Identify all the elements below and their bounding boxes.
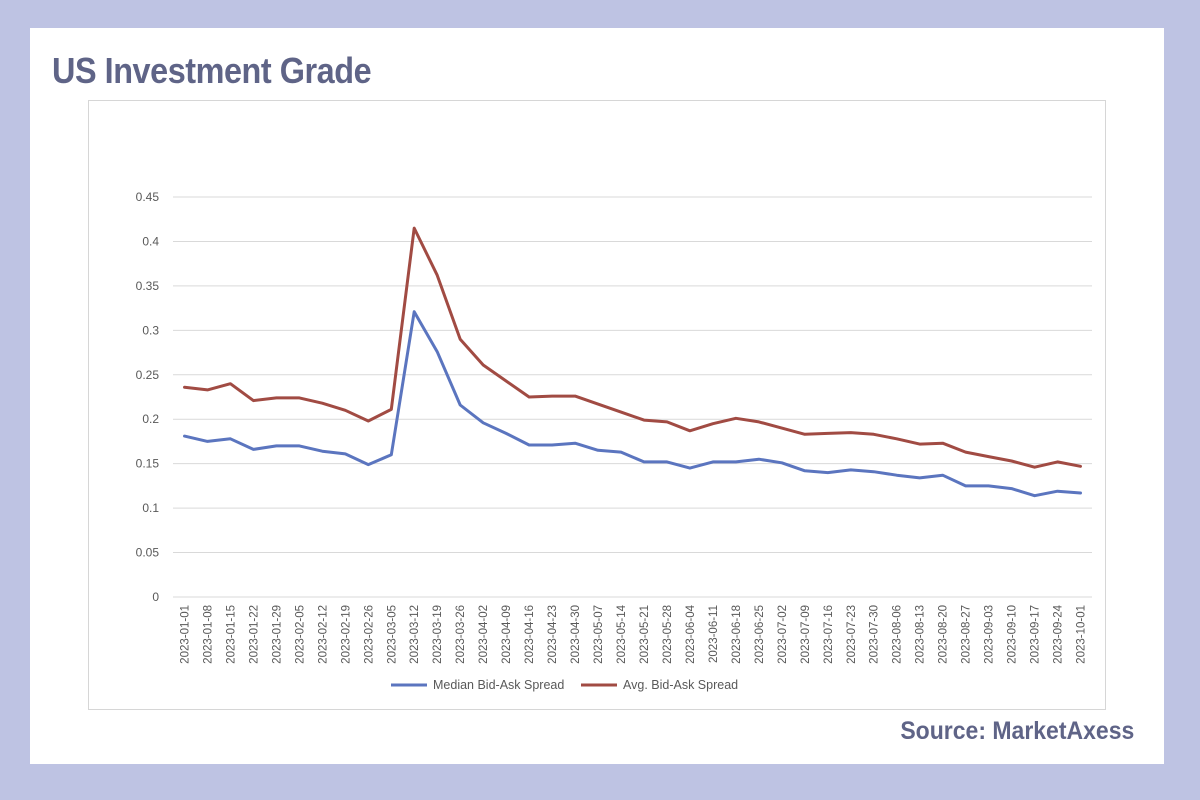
y-tick-label: 0 bbox=[152, 590, 159, 604]
x-tick-label: 2023-02-26 bbox=[363, 605, 375, 664]
x-tick-label: 2023-10-01 bbox=[1076, 605, 1088, 664]
x-tick-label: 2023-07-30 bbox=[869, 605, 881, 664]
x-tick-label: 2023-03-26 bbox=[455, 605, 467, 664]
y-tick-label: 0.05 bbox=[136, 546, 160, 560]
chart-area: 0 0.05 0.1 0.15 0.2 0.25 0.3 0.35 0.4 0.45 2023-0… bbox=[88, 100, 1106, 710]
x-tick-label: 2023-01-22 bbox=[248, 605, 260, 664]
x-tick-label: 2023-05-21 bbox=[639, 605, 651, 664]
x-tick-label: 2023-08-27 bbox=[961, 605, 973, 664]
y-tick-label: 0.25 bbox=[136, 368, 160, 382]
series-layer bbox=[183, 226, 1082, 498]
x-tick-label: 2023-04-23 bbox=[547, 605, 559, 664]
legend-avg-label: Avg. Bid-Ask Spread bbox=[623, 678, 738, 692]
x-tick-label: 2023-06-25 bbox=[754, 605, 766, 664]
page-title: US Investment Grade bbox=[52, 50, 372, 91]
y-tick-label: 0.2 bbox=[142, 412, 159, 426]
series-median-line bbox=[183, 310, 1082, 498]
x-tick-label: 2023-01-01 bbox=[179, 605, 191, 664]
series-avg-line bbox=[183, 226, 1082, 469]
x-tick-label: 2023-04-02 bbox=[478, 605, 490, 664]
x-tick-label: 2023-02-12 bbox=[317, 605, 329, 664]
x-tick-label: 2023-04-09 bbox=[501, 605, 513, 664]
x-tick-label: 2023-06-11 bbox=[708, 605, 720, 663]
line-chart: 0 0.05 0.1 0.15 0.2 0.25 0.3 0.35 0.4 0.45 2023-0… bbox=[136, 190, 1092, 692]
y-tick-label: 0.45 bbox=[136, 190, 160, 204]
x-tick-label: 2023-07-09 bbox=[800, 605, 812, 664]
x-tick-label: 2023-09-24 bbox=[1053, 604, 1065, 663]
y-axis-ticks: 0 0.05 0.1 0.15 0.2 0.25 0.3 0.35 0.4 0.45 bbox=[136, 190, 160, 604]
x-axis-ticks: 2023-01-01 2023-01-08 2023-01-15 2023-01-22… bbox=[179, 604, 1087, 663]
x-tick-label: 2023-09-10 bbox=[1007, 605, 1019, 664]
x-tick-label: 2023-04-16 bbox=[524, 605, 536, 664]
y-tick-label: 0.4 bbox=[142, 234, 159, 248]
x-tick-label: 2023-08-20 bbox=[938, 605, 950, 664]
x-tick-label: 2023-05-07 bbox=[593, 605, 605, 664]
x-tick-label: 2023-03-12 bbox=[409, 605, 421, 664]
legend: Median Bid-Ask Spread Avg. Bid-Ask Sprea… bbox=[391, 678, 738, 692]
y-tick-label: 0.3 bbox=[142, 323, 159, 337]
legend-median-label: Median Bid-Ask Spread bbox=[433, 678, 564, 692]
x-tick-label: 2023-07-02 bbox=[777, 605, 789, 664]
grid-layer bbox=[173, 196, 1092, 598]
x-tick-label: 2023-03-19 bbox=[432, 605, 444, 664]
y-tick-label: 0.35 bbox=[136, 279, 160, 293]
x-tick-label: 2023-01-15 bbox=[225, 605, 237, 664]
x-tick-label: 2023-09-03 bbox=[984, 605, 996, 664]
source-note: Source: MarketAxess bbox=[900, 717, 1134, 745]
x-tick-label: 2023-07-23 bbox=[846, 605, 858, 664]
x-tick-label: 2023-09-17 bbox=[1030, 605, 1042, 664]
x-tick-label: 2023-08-06 bbox=[892, 605, 904, 664]
x-tick-label: 2023-05-14 bbox=[616, 604, 628, 663]
chart-card: US Investment Grade 0 0.05 0.1 0.15 0.2 0.25 0… bbox=[30, 28, 1164, 764]
x-tick-label: 2023-07-16 bbox=[823, 605, 835, 664]
x-tick-label: 2023-02-19 bbox=[340, 605, 352, 664]
x-tick-label: 2023-01-08 bbox=[202, 605, 214, 664]
x-tick-label: 2023-08-13 bbox=[915, 605, 927, 664]
x-tick-label: 2023-02-05 bbox=[294, 605, 306, 664]
y-tick-label: 0.15 bbox=[136, 457, 160, 471]
x-tick-label: 2023-06-18 bbox=[731, 605, 743, 664]
x-tick-label: 2023-06-04 bbox=[685, 604, 697, 663]
x-tick-label: 2023-05-28 bbox=[662, 605, 674, 664]
y-tick-label: 0.1 bbox=[142, 501, 159, 515]
x-tick-label: 2023-03-05 bbox=[386, 605, 398, 664]
x-tick-label: 2023-01-29 bbox=[271, 605, 283, 664]
x-tick-label: 2023-04-30 bbox=[570, 605, 582, 664]
